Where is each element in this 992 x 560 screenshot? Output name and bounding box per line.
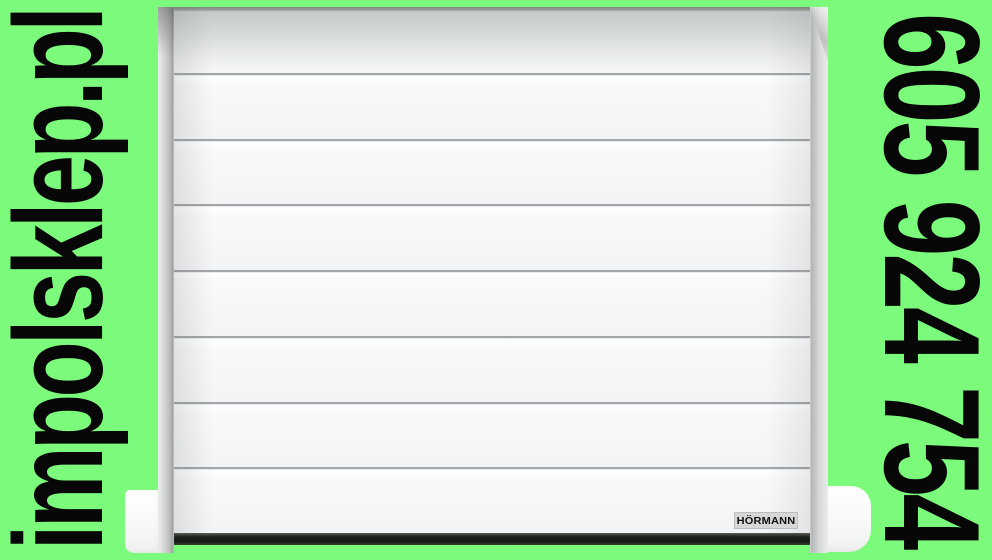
door-frame-left xyxy=(158,7,174,553)
site-watermark: impolsklep.pl xyxy=(0,0,129,560)
phone-watermark-text: 605 924 754 xyxy=(856,12,992,548)
door-panel xyxy=(174,401,810,468)
door-panel xyxy=(174,204,810,271)
brand-logo-text: HÖRMANN xyxy=(736,514,796,527)
site-watermark-rotated-box: impolsklep.pl xyxy=(0,0,129,560)
door-foot-left xyxy=(125,490,163,553)
phone-watermark-rotated-box: 605 924 754 xyxy=(856,0,992,560)
door-panel xyxy=(174,467,810,534)
garage-door-photo: HÖRMANN xyxy=(125,7,871,553)
door-panel xyxy=(174,73,810,139)
door-panel xyxy=(174,335,810,402)
door-panels xyxy=(174,73,810,534)
door-top-edge xyxy=(174,7,810,11)
brand-logo-plate: HÖRMANN xyxy=(734,512,798,529)
door-top-section xyxy=(174,11,810,73)
site-watermark-text: impolsklep.pl xyxy=(0,9,129,551)
door-frame-right xyxy=(810,7,828,553)
phone-watermark: 605 924 754 xyxy=(856,0,992,560)
door-bottom-seal xyxy=(174,533,810,545)
door-face: HÖRMANN xyxy=(174,7,810,545)
door-panel xyxy=(174,270,810,336)
door-panel xyxy=(174,138,810,205)
